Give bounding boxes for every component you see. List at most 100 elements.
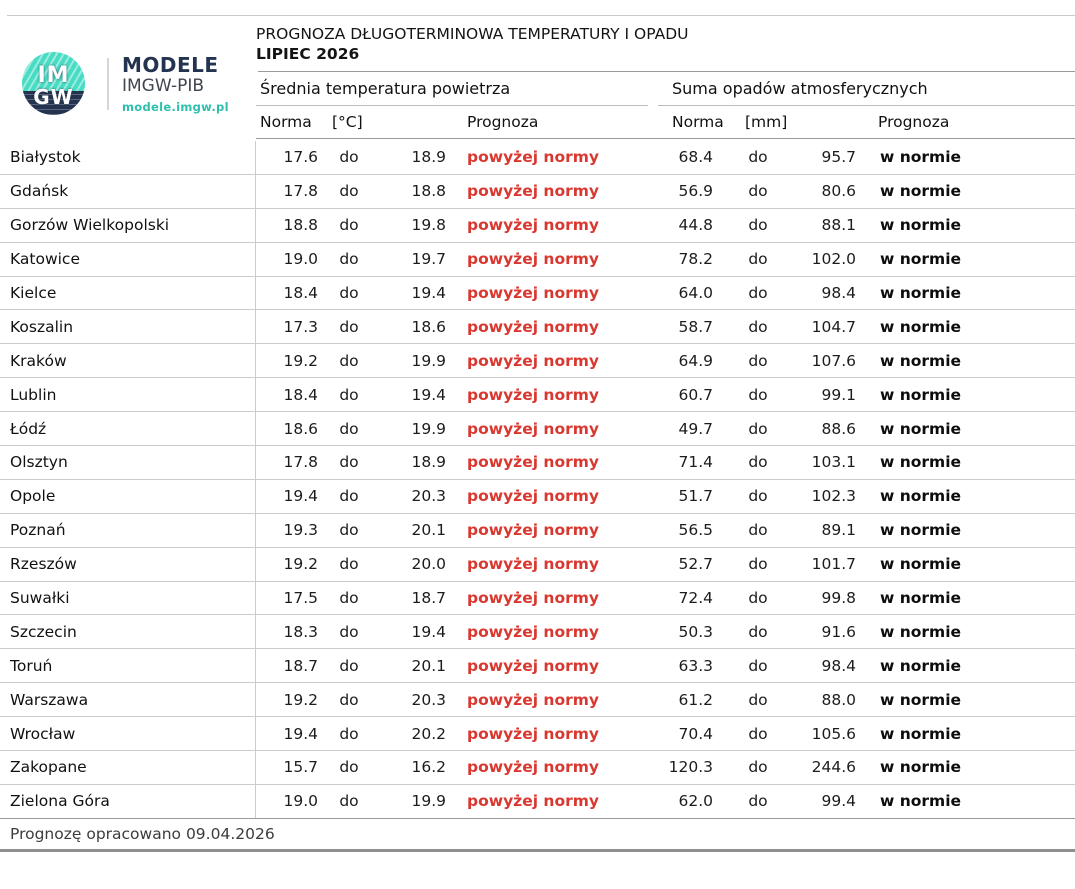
temp-norma-min-cell: 17.8 [283, 453, 318, 472]
temp-norma-max-cell: 20.3 [411, 690, 446, 709]
temp-norma-min-cell: 17.3 [283, 317, 318, 336]
temp-forecast-cell: powyżej normy [467, 555, 599, 574]
precip-forecast-cell: w normie [880, 419, 962, 438]
precip-prognoza-header: Prognoza [878, 113, 950, 131]
temp-do-cell: do [339, 148, 359, 167]
city-cell: Opole [0, 479, 256, 513]
temp-forecast-cell: powyżej normy [467, 182, 599, 201]
precip-norma-max-cell: 101.7 [811, 555, 856, 574]
temp-norma-max-cell: 18.7 [411, 589, 446, 608]
logo-circle-bottom: GW [22, 85, 85, 115]
precip-norma-min-cell: 50.3 [678, 622, 713, 641]
precip-norma-min-cell: 51.7 [678, 487, 713, 506]
temp-norma-header: Norma [260, 113, 312, 131]
precip-forecast-cell: w normie [880, 521, 962, 540]
precip-norma-min-cell: 52.7 [678, 555, 713, 574]
precip-forecast-cell: w normie [880, 724, 962, 743]
precip-norma-min-cell: 63.3 [678, 656, 713, 675]
temp-norma-min-cell: 19.4 [283, 724, 318, 743]
temp-forecast-cell: powyżej normy [467, 792, 599, 811]
temp-norma-max-cell: 20.1 [411, 521, 446, 540]
city-cell: Suwałki [0, 581, 256, 615]
precip-norma-max-cell: 107.6 [811, 351, 856, 370]
precip-forecast-cell: w normie [880, 148, 962, 167]
precip-forecast-cell: w normie [880, 622, 962, 641]
precip-do-cell: do [748, 724, 768, 743]
table-row: Warszawa 19.2 do 20.3 powyżej normy 61.2… [0, 683, 1075, 718]
city-cell: Toruń [0, 649, 256, 683]
temp-norma-min-cell: 17.6 [283, 148, 318, 167]
temp-forecast-cell: powyżej normy [467, 284, 599, 302]
temp-forecast-cell: powyżej normy [467, 351, 599, 370]
precip-norma-min-cell: 64.9 [678, 351, 713, 370]
precip-do-cell: do [748, 148, 768, 167]
temp-unit-header: [°C] [332, 113, 363, 131]
temp-norma-max-cell: 20.3 [411, 487, 446, 506]
precip-norma-max-cell: 99.4 [821, 792, 856, 811]
temp-norma-max-cell: 19.8 [411, 216, 446, 235]
temp-norma-min-cell: 17.8 [283, 182, 318, 201]
precip-norma-min-cell: 64.0 [678, 284, 713, 302]
city-cell: Poznań [0, 513, 256, 547]
table-row: Lublin 18.4 do 19.4 powyżej normy 60.7 d… [0, 378, 1075, 413]
table-row: Wrocław 19.4 do 20.2 powyżej normy 70.4 … [0, 717, 1075, 752]
temp-do-cell: do [339, 589, 359, 608]
logo-org: IMGW-PIB [122, 76, 205, 96]
city-cell: Warszawa [0, 683, 256, 717]
city-cell: Gorzów Wielkopolski [0, 208, 256, 242]
precip-do-cell: do [748, 622, 768, 641]
temp-forecast-cell: powyżej normy [467, 148, 599, 167]
precip-forecast-cell: w normie [880, 284, 962, 302]
temp-do-cell: do [339, 690, 359, 709]
title-underline [258, 71, 1075, 72]
precip-norma-max-cell: 102.0 [811, 250, 856, 269]
imgw-logo: IM GW MODELE IMGW-PIB modele.imgw.pl [0, 16, 256, 141]
temp-norma-min-cell: 18.7 [283, 656, 318, 675]
precip-do-cell: do [748, 351, 768, 370]
precip-norma-max-cell: 244.6 [811, 758, 856, 777]
temp-norma-min-cell: 18.4 [283, 284, 318, 302]
precip-do-cell: do [748, 419, 768, 438]
temp-norma-max-cell: 19.9 [411, 351, 446, 370]
precip-norma-max-cell: 98.4 [821, 656, 856, 675]
precip-do-cell: do [748, 317, 768, 336]
temp-norma-min-cell: 19.0 [283, 250, 318, 269]
temp-do-cell: do [339, 521, 359, 540]
precip-unit-header: [mm] [745, 113, 788, 131]
header-right: PROGNOZA DŁUGOTERMINOWA TEMPERATURY I OP… [256, 16, 1075, 141]
city-cell: Zielona Góra [0, 784, 256, 818]
precip-norma-max-cell: 89.1 [821, 521, 856, 540]
precip-forecast-cell: w normie [880, 182, 962, 201]
city-cell: Zakopane [0, 751, 256, 784]
precip-forecast-cell: w normie [880, 792, 962, 811]
city-cell: Szczecin [0, 615, 256, 649]
temp-norma-min-cell: 19.3 [283, 521, 318, 540]
table-row: Szczecin 18.3 do 19.4 powyżej normy 50.3… [0, 615, 1075, 650]
city-cell: Koszalin [0, 310, 256, 344]
logo-brand: MODELE [122, 53, 219, 77]
footer-text: Prognozę opracowano 09.04.2026 [10, 824, 275, 843]
temp-norma-min-cell: 18.4 [283, 385, 318, 404]
temp-do-cell: do [339, 385, 359, 404]
table-row: Kraków 19.2 do 19.9 powyżej normy 64.9 d… [0, 344, 1075, 379]
group-gap [648, 72, 658, 106]
temp-norma-min-cell: 15.7 [283, 758, 318, 777]
city-cell: Wrocław [0, 717, 256, 751]
precip-norma-max-cell: 99.1 [821, 385, 856, 404]
precip-do-cell: do [748, 284, 768, 302]
precip-forecast-cell: w normie [880, 317, 962, 336]
temp-forecast-cell: powyżej normy [467, 216, 599, 235]
precip-do-cell: do [748, 656, 768, 675]
temp-forecast-cell: powyżej normy [467, 317, 599, 336]
precip-norma-min-cell: 78.2 [678, 250, 713, 269]
precip-norma-max-cell: 104.7 [811, 317, 856, 336]
precip-norma-min-cell: 62.0 [678, 792, 713, 811]
city-cell: Łódź [0, 412, 256, 446]
precip-norma-max-cell: 80.6 [821, 182, 856, 201]
temp-do-cell: do [339, 758, 359, 777]
temp-norma-max-cell: 19.9 [411, 792, 446, 811]
precip-do-cell: do [748, 182, 768, 201]
temp-norma-max-cell: 19.9 [411, 419, 446, 438]
top-divider [7, 15, 1075, 16]
logo-text-im: IM [37, 63, 70, 89]
